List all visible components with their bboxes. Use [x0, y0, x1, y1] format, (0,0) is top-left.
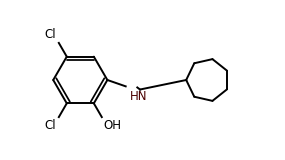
Text: HN: HN — [130, 90, 147, 103]
Text: Cl: Cl — [44, 28, 56, 41]
Text: OH: OH — [103, 119, 121, 132]
Text: Cl: Cl — [44, 119, 56, 132]
